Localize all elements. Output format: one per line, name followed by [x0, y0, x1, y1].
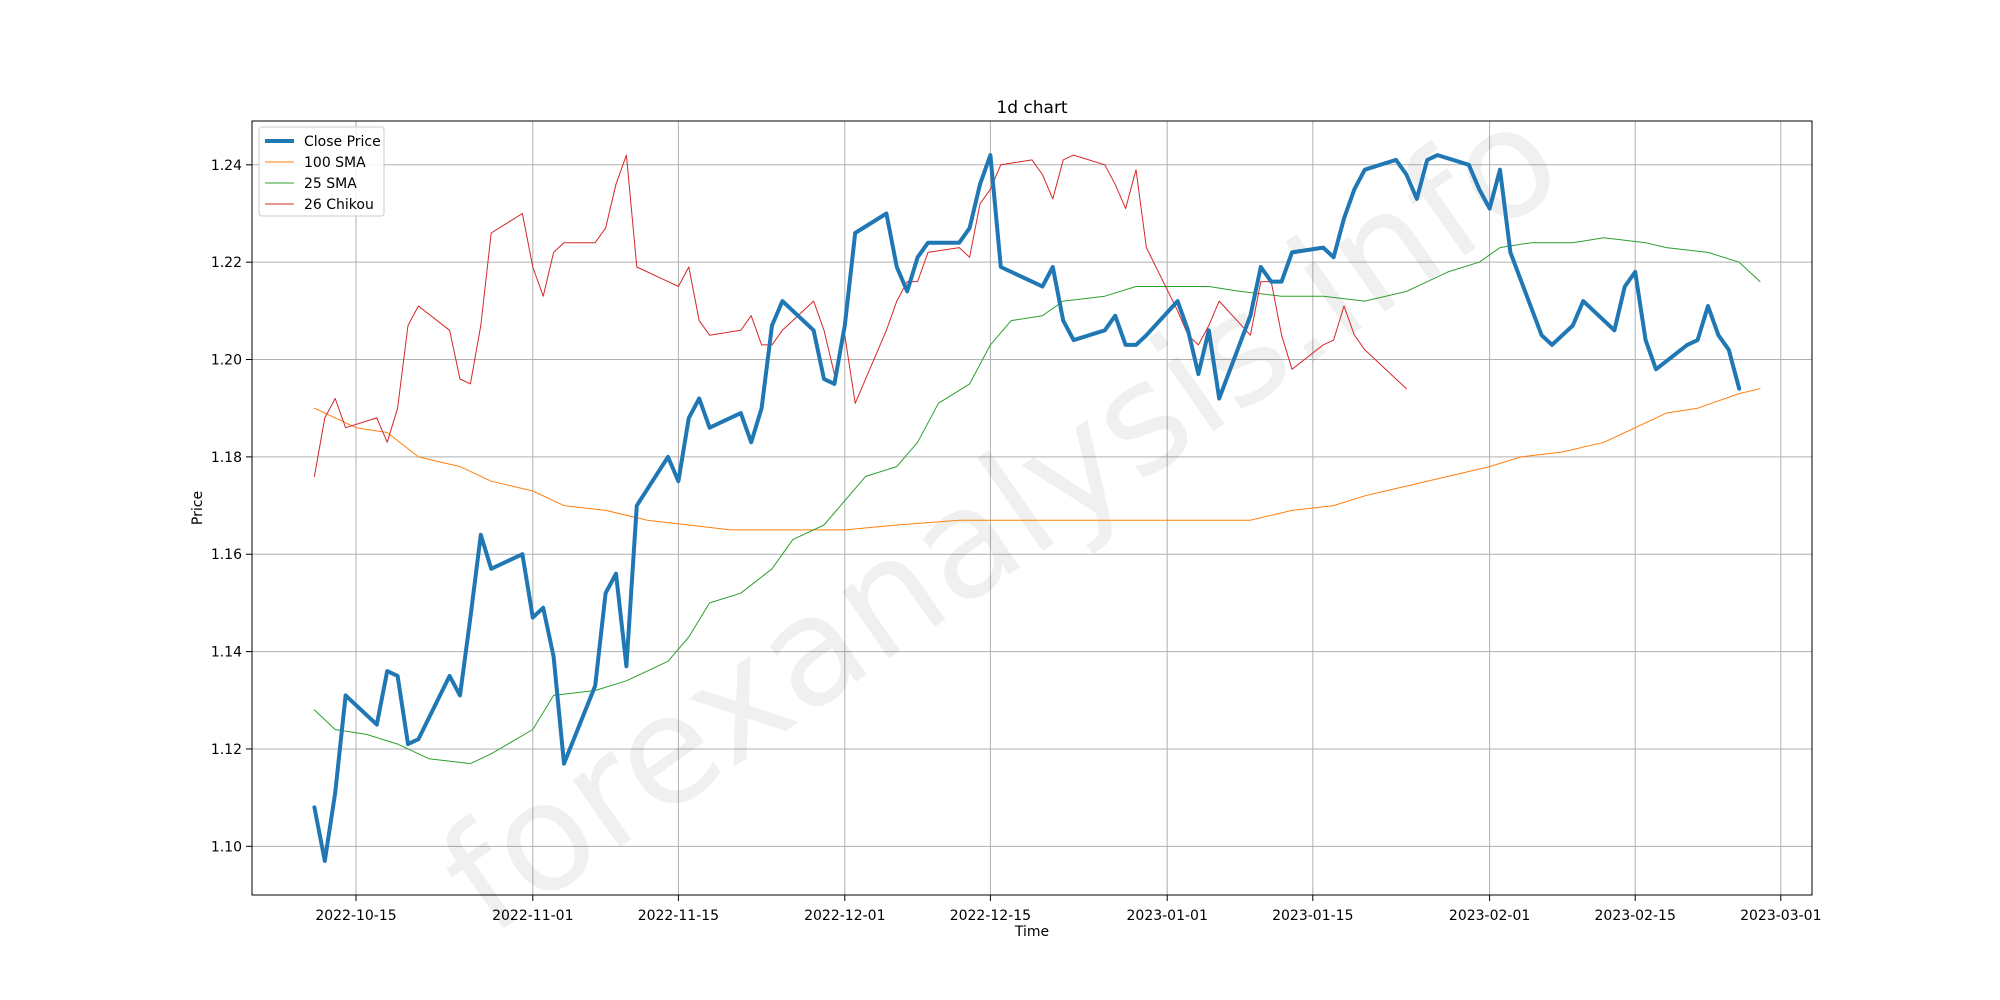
- y-tick-label: 1.20: [211, 353, 242, 369]
- x-tick-label: 2023-03-01: [1740, 908, 1821, 924]
- x-tick-label: 2022-12-01: [804, 908, 885, 924]
- x-tick-label: 2023-02-15: [1595, 908, 1676, 924]
- legend-entry-label: 25 SMA: [304, 176, 357, 192]
- x-tick-label: 2023-01-15: [1272, 908, 1353, 924]
- y-tick-label: 1.10: [211, 839, 242, 855]
- y-axis-label: Price: [190, 491, 206, 525]
- y-tick-label: 1.18: [211, 450, 242, 466]
- y-tick-label: 1.12: [211, 742, 242, 758]
- x-tick-label: 2023-01-01: [1127, 908, 1208, 924]
- close-price-line: [312, 153, 1742, 863]
- plot-frame: [251, 120, 1813, 896]
- 100-sma-line: [313, 388, 1761, 531]
- x-axis-label: Time: [1014, 924, 1049, 940]
- x-tick-label: 2022-11-15: [638, 908, 719, 924]
- x-tick-label: 2022-10-15: [315, 908, 396, 924]
- x-tick-label: 2022-11-01: [492, 908, 573, 924]
- 25-sma-line: [313, 237, 1761, 765]
- x-tick-label: 2022-12-15: [950, 908, 1031, 924]
- y-tick-label: 1.16: [211, 547, 242, 563]
- legend: Close Price 100 SMA 25 SMA 26 Chikou: [258, 126, 385, 217]
- legend-entry-label: 100 SMA: [304, 155, 366, 171]
- series-lines: [312, 153, 1761, 863]
- legend-entry-label: Close Price: [304, 134, 381, 150]
- y-tick-label: 1.14: [211, 645, 242, 661]
- 26-chikou-line: [313, 154, 1407, 477]
- grid: [252, 121, 1812, 895]
- axis-ticks: 2022-10-15 2022-11-01 2022-11-15 2022-12-01…: [211, 158, 1822, 924]
- x-tick-label: 2023-02-01: [1449, 908, 1530, 924]
- legend-entry-label: 26 Chikou: [304, 197, 374, 213]
- y-tick-label: 1.22: [211, 255, 242, 271]
- y-tick-label: 1.24: [211, 158, 242, 174]
- chart-title: 1d chart: [996, 98, 1068, 118]
- legend-box: [258, 126, 385, 217]
